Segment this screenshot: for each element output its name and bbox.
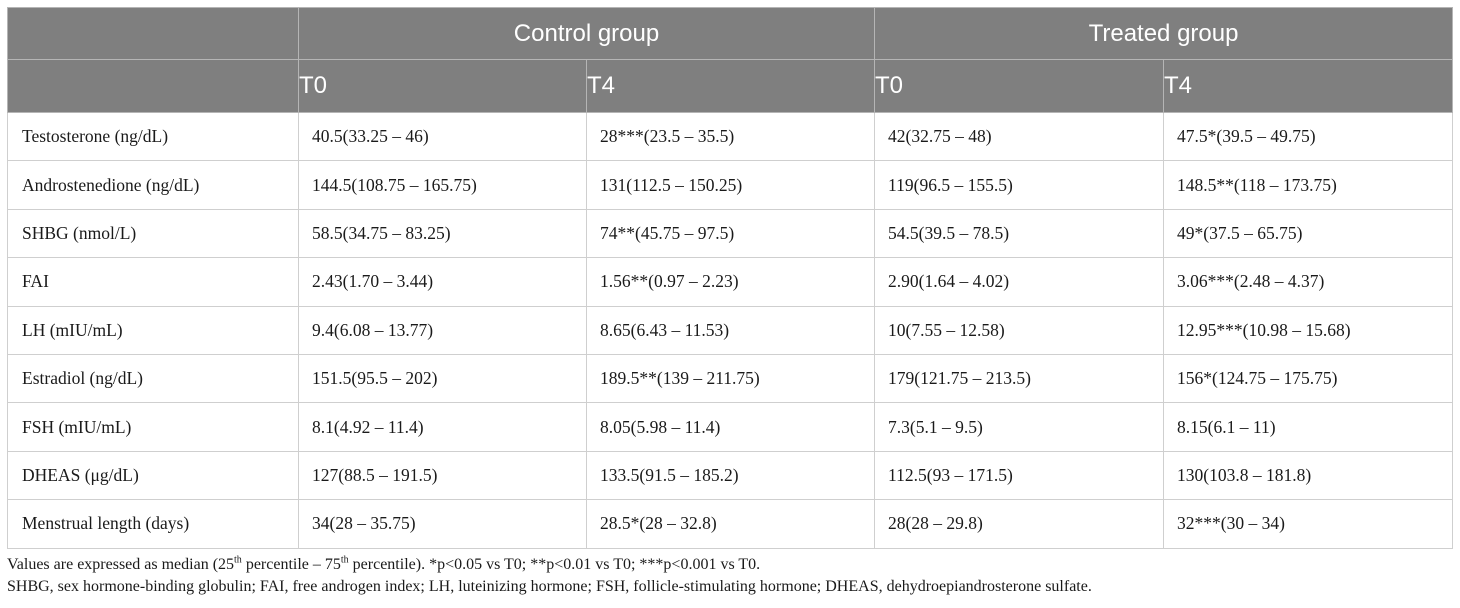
table-cell: 7.3(5.1 – 9.5) (874, 402, 1165, 452)
table-cell: 8.1(4.92 – 11.4) (298, 402, 587, 452)
table-cell: 144.5(108.75 – 165.75) (298, 160, 587, 210)
table-cell: 74**(45.75 – 97.5) (585, 208, 876, 259)
table-cell: 133.5(91.5 – 185.2) (585, 450, 876, 501)
table-row: SHBG (nmol/L) 58.5(34.75 – 83.25) 74**(4… (7, 208, 1454, 259)
table-cell: 42(32.75 – 48) (874, 111, 1165, 162)
footnote-text: Values are expressed as median (25 (7, 556, 235, 573)
table-cell: 8.15(6.1 – 11) (1163, 402, 1454, 452)
table-cell: 54.5(39.5 – 78.5) (874, 208, 1165, 259)
row-label: FSH (mIU/mL) (7, 402, 299, 452)
row-label: SHBG (nmol/L) (7, 208, 299, 259)
row-label: DHEAS (μg/dL) (7, 450, 299, 501)
row-label: Androstenedione (ng/dL) (7, 160, 299, 210)
table-cell: 148.5**(118 – 173.75) (1163, 160, 1454, 210)
table-cell: 34(28 – 35.75) (298, 499, 587, 549)
table-row: FSH (mIU/mL) 8.1(4.92 – 11.4) 8.05(5.98 … (7, 402, 1454, 452)
table-row: FAI 2.43(1.70 – 3.44) 1.56**(0.97 – 2.23… (7, 257, 1454, 307)
table-cell: 127(88.5 – 191.5) (298, 450, 587, 501)
table-footnotes: Values are expressed as median (25th per… (7, 554, 1092, 598)
timepoint-header-row: T0 T4 T0 T4 (7, 59, 1454, 113)
table-cell: 2.90(1.64 – 4.02) (874, 257, 1165, 307)
table-cell: 32***(30 – 34) (1163, 499, 1454, 549)
treated-group-header: Treated group (874, 7, 1454, 60)
row-label: FAI (7, 257, 299, 307)
table-cell: 28(28 – 29.8) (874, 499, 1165, 549)
superscript: th (234, 554, 242, 566)
table-cell: 47.5*(39.5 – 49.75) (1163, 111, 1454, 162)
table-row: Testosterone (ng/dL) 40.5(33.25 – 46) 28… (7, 111, 1454, 162)
table-cell: 9.4(6.08 – 13.77) (298, 305, 587, 355)
control-t0-header: T0 (298, 59, 587, 113)
table-row: Estradiol (ng/dL) 151.5(95.5 – 202) 189.… (7, 353, 1454, 404)
table-cell: 131(112.5 – 150.25) (585, 160, 876, 210)
row-label: Testosterone (ng/dL) (7, 111, 299, 162)
table-cell: 8.05(5.98 – 11.4) (585, 402, 876, 452)
table-cell: 28***(23.5 – 35.5) (585, 111, 876, 162)
header-empty-cell (7, 7, 299, 60)
header-empty-cell (7, 59, 299, 113)
table-cell: 130(103.8 – 181.8) (1163, 450, 1454, 501)
treated-t0-header: T0 (874, 59, 1165, 113)
hormone-table: Control group Treated group T0 T4 T0 T4 … (7, 7, 1454, 549)
table-cell: 49*(37.5 – 65.75) (1163, 208, 1454, 259)
row-label: Menstrual length (days) (7, 499, 299, 549)
row-label: Estradiol (ng/dL) (7, 353, 299, 404)
table-cell: 58.5(34.75 – 83.25) (298, 208, 587, 259)
footnote-text: percentile). *p<0.05 vs T0; **p<0.01 vs … (348, 556, 761, 573)
table-cell: 179(121.75 – 213.5) (874, 353, 1165, 404)
row-label: LH (mIU/mL) (7, 305, 299, 355)
table-cell: 3.06***(2.48 – 4.37) (1163, 257, 1454, 307)
table-cell: 151.5(95.5 – 202) (298, 353, 587, 404)
table-row: DHEAS (μg/dL) 127(88.5 – 191.5) 133.5(91… (7, 450, 1454, 501)
table-cell: 28.5*(28 – 32.8) (585, 499, 876, 549)
table-cell: 119(96.5 – 155.5) (874, 160, 1165, 210)
table-cell: 12.95***(10.98 – 15.68) (1163, 305, 1454, 355)
control-t4-header: T4 (585, 59, 876, 113)
footnote-abbreviations: SHBG, sex hormone-binding globulin; FAI,… (7, 578, 1092, 595)
control-group-header: Control group (297, 7, 876, 60)
table-row: LH (mIU/mL) 9.4(6.08 – 13.77) 8.65(6.43 … (7, 305, 1454, 355)
table-row: Androstenedione (ng/dL) 144.5(108.75 – 1… (7, 160, 1454, 210)
table-row: Menstrual length (days) 34(28 – 35.75) 2… (7, 499, 1454, 549)
treated-t4-header: T4 (1163, 59, 1454, 113)
table-cell: 40.5(33.25 – 46) (298, 111, 587, 162)
table-cell: 10(7.55 – 12.58) (874, 305, 1165, 355)
table-cell: 112.5(93 – 171.5) (874, 450, 1165, 501)
table-cell: 189.5**(139 – 211.75) (585, 353, 876, 404)
table-cell: 8.65(6.43 – 11.53) (585, 305, 876, 355)
footnote-text: percentile – 75 (241, 556, 341, 573)
footnote-values: Values are expressed as median (25th per… (7, 554, 1092, 576)
group-header-row: Control group Treated group (7, 7, 1454, 60)
superscript: th (340, 554, 349, 566)
table-cell: 156*(124.75 – 175.75) (1163, 353, 1454, 404)
table-cell: 2.43(1.70 – 3.44) (298, 257, 587, 307)
table-cell: 1.56**(0.97 – 2.23) (585, 257, 876, 307)
